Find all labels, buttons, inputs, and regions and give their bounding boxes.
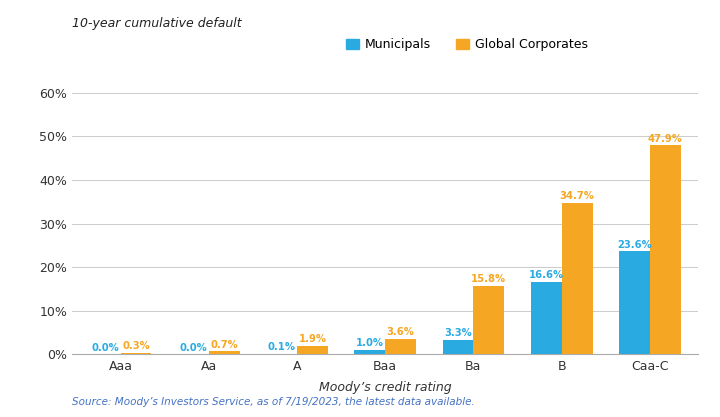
Text: 23.6%: 23.6% <box>617 240 652 250</box>
Text: 1.0%: 1.0% <box>356 338 384 348</box>
Text: 0.1%: 0.1% <box>268 342 295 352</box>
Text: 47.9%: 47.9% <box>648 134 683 144</box>
Text: 3.6%: 3.6% <box>387 327 415 337</box>
Bar <box>531 282 562 354</box>
Bar <box>354 350 385 354</box>
Text: Source: Moody’s Investors Service, as of 7/19/2023, the latest data available.: Source: Moody’s Investors Service, as of… <box>72 397 474 407</box>
Text: 0.0%: 0.0% <box>179 343 207 353</box>
Bar <box>120 353 151 354</box>
Bar <box>650 146 680 354</box>
Bar <box>474 286 504 354</box>
Text: 10-year cumulative default: 10-year cumulative default <box>72 17 242 30</box>
Text: 3.3%: 3.3% <box>444 328 472 338</box>
Text: 34.7%: 34.7% <box>559 191 595 201</box>
Text: 15.8%: 15.8% <box>472 274 506 284</box>
Bar <box>619 251 650 354</box>
Bar <box>562 203 593 354</box>
Legend: Municipals, Global Corporates: Municipals, Global Corporates <box>341 33 593 56</box>
Text: 16.6%: 16.6% <box>528 270 564 280</box>
Text: 0.3%: 0.3% <box>122 342 150 352</box>
Bar <box>209 352 240 354</box>
Bar <box>385 339 416 354</box>
Text: 0.0%: 0.0% <box>91 343 119 353</box>
Bar <box>443 340 474 354</box>
X-axis label: Moody’s credit rating: Moody’s credit rating <box>319 381 451 394</box>
Bar <box>297 346 328 354</box>
Text: 1.9%: 1.9% <box>298 334 326 344</box>
Text: 0.7%: 0.7% <box>210 340 238 349</box>
